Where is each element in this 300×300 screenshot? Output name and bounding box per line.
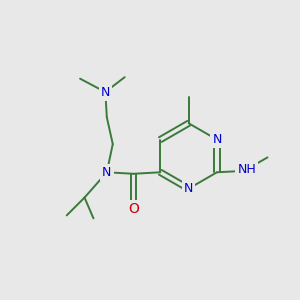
Text: O: O	[128, 202, 139, 216]
Text: N: N	[184, 182, 193, 195]
Text: NH: NH	[237, 163, 256, 176]
Text: N: N	[101, 85, 110, 98]
Text: N: N	[102, 166, 112, 179]
Text: N: N	[212, 133, 222, 146]
